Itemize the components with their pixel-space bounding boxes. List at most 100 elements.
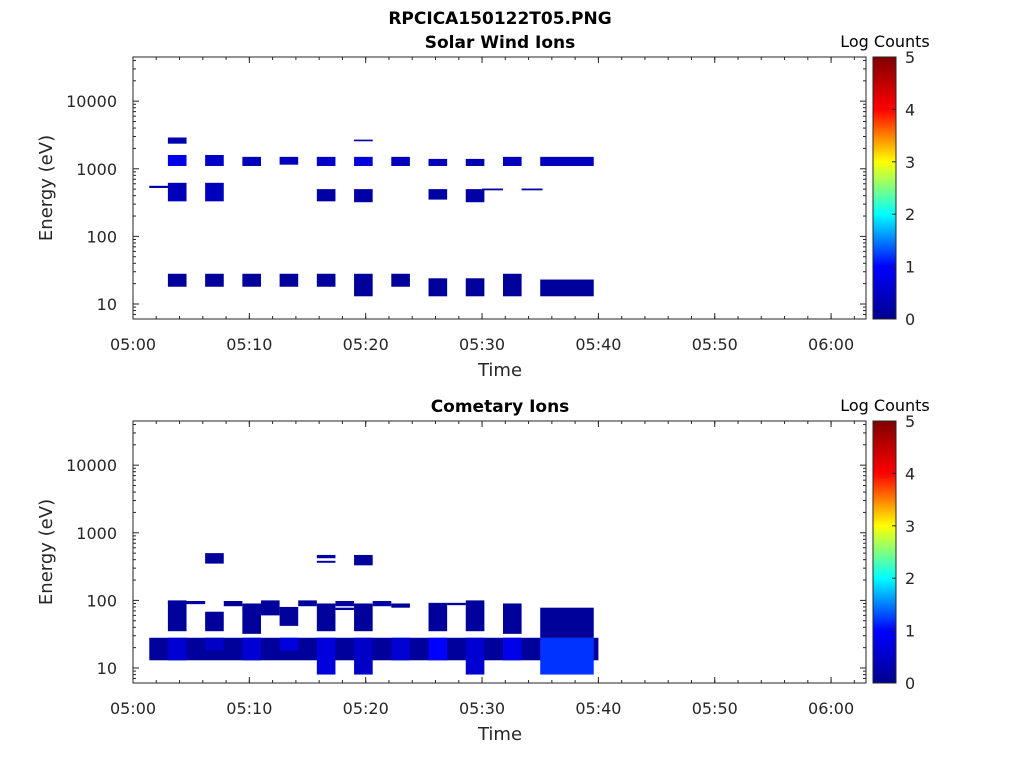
- heatmap-cell: [391, 637, 410, 661]
- heatmap-cell: [354, 189, 373, 203]
- heatmap-cell: [242, 607, 261, 611]
- y-tick-label: 10000: [66, 456, 117, 475]
- heatmap-cell: [335, 600, 355, 607]
- y-tick-label: 100: [86, 591, 117, 610]
- x-tick-label: 05:20: [343, 335, 389, 354]
- colorbar: [872, 56, 897, 320]
- x-tick-label: 05:40: [575, 335, 621, 354]
- heatmap-cell: [167, 154, 187, 166]
- heatmap-cell: [540, 279, 594, 297]
- heatmap-cell: [428, 158, 448, 166]
- heatmap-cell: [316, 273, 336, 287]
- heatmap-cell: [428, 637, 448, 661]
- colorbar-tick-label: 1: [905, 622, 915, 641]
- heatmap-cell: [335, 607, 355, 611]
- heatmap-cell: [316, 637, 336, 675]
- panel-cometary-ions: Cometary Ions Energy (eV) Time Log Count…: [36, 396, 930, 745]
- heatmap-plot: 05:00 05:10 05:20 05:30 05:40 05:50 06:0010100…: [66, 48, 915, 354]
- heatmap-cell: [242, 156, 261, 166]
- colorbar-label: Log Counts: [840, 396, 930, 415]
- heatmap-cell: [482, 188, 503, 191]
- heatmap-cell: [242, 637, 261, 661]
- heatmap-cell: [316, 603, 336, 632]
- heatmap-cell: [391, 273, 410, 287]
- heatmap-cell: [242, 273, 261, 287]
- heatmap-cell: [167, 182, 187, 202]
- heatmap-cell: [428, 278, 448, 297]
- heatmap-cell: [354, 637, 373, 675]
- colorbar-tick-label: 0: [905, 674, 915, 693]
- heatmap-cell: [149, 185, 171, 188]
- colorbar-tick-label: 5: [905, 412, 915, 431]
- heatmap-cell: [279, 273, 299, 287]
- heatmap-cell: [465, 278, 485, 297]
- heatmap-cell: [354, 603, 373, 632]
- x-tick-label: 06:00: [808, 699, 854, 718]
- y-tick-label: 10: [97, 659, 117, 678]
- heatmap-cell: [167, 273, 187, 287]
- heatmap-cell: [465, 600, 485, 632]
- colorbar-tick-label: 4: [905, 100, 915, 119]
- y-tick-label: 10000: [66, 92, 117, 111]
- heatmap-cell: [149, 637, 599, 661]
- x-tick-label: 05:10: [226, 699, 272, 718]
- colorbar-label: Log Counts: [840, 32, 930, 51]
- y-axis-label: Energy (eV): [36, 135, 57, 241]
- y-tick-label: 1000: [76, 160, 117, 179]
- colorbar-tick-label: 3: [905, 153, 915, 172]
- heatmap-cell: [260, 600, 280, 616]
- heatmap-cell: [354, 156, 373, 166]
- figure-title: RPCICA150122T05.PNG: [388, 9, 611, 29]
- heatmap-cell: [223, 600, 243, 607]
- heatmap-cell: [316, 156, 336, 166]
- heatmap-cell: [167, 137, 187, 144]
- heatmap-cell: [354, 554, 373, 566]
- panel-solar-wind-ions: Solar Wind Ions Energy (eV) Time Log Cou…: [36, 32, 930, 381]
- axes-frame: [132, 420, 867, 684]
- heatmap-cell: [316, 554, 336, 559]
- y-tick-label: 100: [86, 227, 117, 246]
- heatmap-cell: [298, 600, 317, 607]
- x-tick-label: 05:10: [226, 335, 272, 354]
- colorbar: [872, 420, 897, 684]
- colorbar-tick-label: 1: [905, 258, 915, 277]
- colorbar-tick-label: 2: [905, 205, 915, 224]
- heatmap-cell: [316, 189, 336, 202]
- panel-title: Solar Wind Ions: [425, 33, 576, 53]
- colorbar-tick-label: 5: [905, 48, 915, 67]
- x-tick-label: 05:30: [459, 699, 505, 718]
- heatmap-cell: [205, 182, 224, 202]
- x-tick-label: 05:30: [459, 335, 505, 354]
- y-tick-label: 1000: [76, 524, 117, 543]
- heatmap-cell: [447, 602, 466, 606]
- heatmap-plot: 05:00 05:10 05:20 05:30 05:40 05:50 06:0010100…: [66, 412, 915, 718]
- heatmap-cell: [279, 606, 299, 626]
- heatmap-cell: [354, 139, 373, 142]
- heatmap-cell: [540, 156, 594, 166]
- heatmap-cell: [205, 553, 224, 564]
- colorbar-tick-label: 4: [905, 464, 915, 483]
- heatmap-cell: [540, 607, 594, 638]
- heatmap-cell: [521, 188, 543, 191]
- x-axis-label: Time: [477, 360, 522, 381]
- x-tick-label: 05:50: [692, 699, 738, 718]
- heatmap-cell: [205, 611, 224, 632]
- x-axis-label: Time: [477, 724, 522, 745]
- heatmap-cell: [279, 637, 299, 651]
- heatmap-cell: [205, 637, 224, 651]
- heatmap-cell: [428, 602, 448, 632]
- heatmap-cell: [391, 156, 410, 166]
- panel-title: Cometary Ions: [431, 397, 570, 417]
- heatmap-cell: [167, 600, 187, 632]
- heatmap-cell: [502, 273, 522, 297]
- x-tick-label: 06:00: [808, 335, 854, 354]
- heatmap-cell: [316, 560, 336, 563]
- heatmap-cell: [540, 637, 594, 675]
- x-tick-label: 05:00: [110, 335, 156, 354]
- heatmap-cell: [167, 600, 206, 605]
- heatmap-cell: [205, 154, 224, 166]
- heatmap-cell: [465, 189, 485, 203]
- x-tick-label: 05:00: [110, 699, 156, 718]
- heatmap-cell: [372, 600, 392, 607]
